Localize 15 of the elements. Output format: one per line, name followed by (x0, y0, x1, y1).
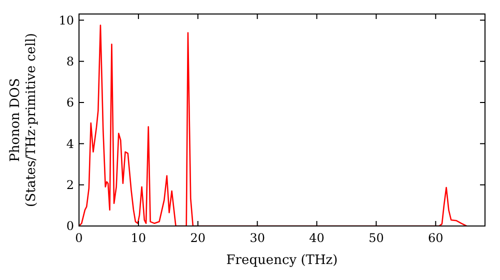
x-tick-label: 10 (130, 231, 146, 245)
y-tick-label: 8 (66, 54, 74, 69)
x-tick-label: 60 (428, 231, 444, 245)
y-tick-label: 4 (66, 136, 74, 151)
x-axis-title: Frequency (THz) (226, 253, 338, 268)
y-tick-label: 10 (58, 13, 74, 28)
x-tick-label: 20 (190, 231, 206, 245)
y-tick-label: 6 (66, 96, 74, 110)
x-tick-label: 0 (75, 231, 83, 245)
y-tick-label: 2 (66, 178, 74, 192)
x-tick-label: 30 (250, 231, 265, 245)
y-axis-title: Phonon DOS (States/THz·primitive cell) (8, 32, 39, 208)
x-tick-label: 40 (309, 231, 324, 245)
y-tick-label: 0 (66, 219, 74, 234)
x-tick-label: 50 (368, 231, 384, 245)
